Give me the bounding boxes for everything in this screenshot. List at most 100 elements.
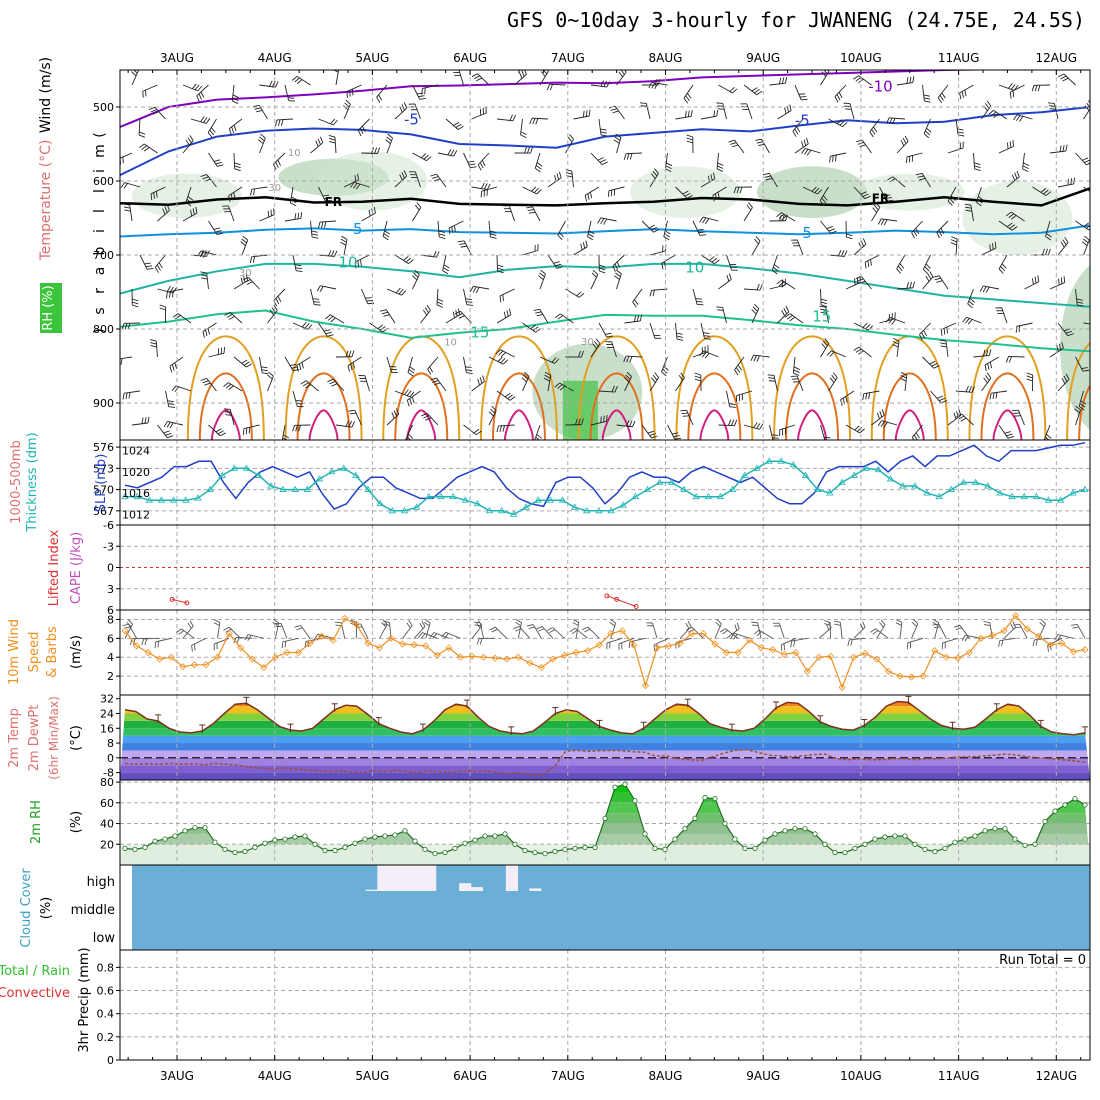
wind-barb	[267, 375, 274, 392]
wind-barb-flag	[988, 110, 994, 115]
wind-barb-flag	[127, 619, 133, 625]
wind-barb-flag	[314, 304, 321, 306]
rh-point	[1062, 802, 1068, 808]
wind-barb-flag	[409, 391, 415, 398]
wind-barb-flag	[986, 100, 992, 107]
rh-band	[120, 792, 1090, 803]
wind-barb-flag	[117, 159, 118, 165]
rh-point	[912, 841, 918, 847]
wind-barb-flag	[752, 306, 758, 312]
wind-barb	[259, 214, 275, 222]
rh-point	[682, 826, 688, 832]
wind-barb-flag	[629, 420, 633, 427]
wind-barb-flag	[1009, 141, 1012, 148]
wind-barb-flag	[573, 619, 580, 623]
wind-barb	[471, 381, 485, 392]
wind-barb-flag	[728, 403, 736, 405]
wind-barb-flag	[333, 70, 339, 73]
wind10m-point	[1023, 625, 1031, 633]
wind-barb-flag	[803, 139, 807, 146]
wind-barb	[871, 207, 881, 222]
wind-barb	[587, 626, 600, 639]
thickness-point	[376, 499, 384, 507]
wind-barb	[539, 309, 549, 324]
wind-barb-flag	[783, 307, 788, 314]
wind-barb-flag	[639, 314, 643, 322]
wind-barb	[360, 623, 369, 639]
isotherm-warm	[394, 372, 449, 440]
wind10m-point	[352, 620, 360, 628]
wind-barb-flag	[702, 217, 707, 224]
wind-barb-flag	[686, 137, 693, 141]
isotherm-warm	[894, 409, 925, 440]
isotherm-warm	[687, 372, 742, 440]
wind-barb-flag	[974, 168, 981, 171]
wind-barb-flag	[185, 139, 190, 146]
wind-barb-flag	[323, 221, 327, 228]
wind-barb-flag	[330, 317, 336, 323]
isotherm-warm	[479, 335, 558, 440]
wind-barb-flag	[1057, 634, 1062, 641]
wind-barb-flag	[732, 88, 738, 94]
wind-barb	[488, 220, 491, 237]
wind-barb-flag	[578, 350, 581, 358]
wind-barb-flag	[614, 385, 618, 393]
wind-barb-flag	[986, 372, 992, 379]
wind-barb	[412, 207, 422, 222]
rh-panel	[120, 780, 1090, 865]
thickness-point	[534, 496, 542, 503]
wind-barb-flag	[801, 148, 806, 154]
wind-barb-flag	[423, 621, 430, 627]
wind-barb-flag	[457, 125, 464, 130]
wind-barb-flag	[479, 377, 483, 384]
pressure-tick-label: 500	[93, 101, 114, 114]
wind-barb-flag	[333, 66, 339, 69]
thickness-point	[558, 496, 567, 503]
wind-barb-flag	[699, 234, 707, 236]
wind-barb	[966, 316, 982, 324]
wind-barb-flag	[195, 206, 198, 214]
wind-barb-flag	[728, 419, 732, 426]
wind-barb-flag	[420, 633, 426, 639]
wind-barb	[427, 356, 439, 370]
thickness-tick-label: 570	[93, 484, 114, 497]
wind-barb	[998, 424, 1009, 439]
wind-barb-flag	[846, 233, 853, 237]
wind-barb-flag	[530, 324, 537, 330]
wind-barb-flag	[719, 628, 726, 633]
wind-barb	[320, 220, 337, 223]
wind-barb-flag	[197, 85, 203, 92]
wind-barb-flag	[940, 227, 945, 234]
wind-barb-flag	[1009, 224, 1015, 229]
wind-barb-flag	[273, 208, 275, 215]
wind-barb-flag	[913, 230, 918, 237]
wind-barb-flag	[509, 308, 512, 315]
wind-barb-flag	[411, 396, 415, 403]
wind10m-point	[294, 648, 303, 657]
wind-barb-flag	[855, 77, 862, 82]
wind-barb-flag	[1077, 304, 1084, 307]
wind-barb-flag	[435, 251, 440, 258]
wind-barb-flag	[530, 146, 533, 154]
wind-barb-flag	[213, 622, 220, 626]
wind-barb-flag	[324, 197, 331, 200]
wind-barb-flag	[591, 272, 597, 278]
wind-barb-flag	[686, 194, 693, 199]
wind-barb-flag	[753, 629, 760, 635]
wind-barb-flag	[1093, 319, 1096, 325]
rh-point	[1052, 808, 1058, 814]
thickness-point	[449, 492, 457, 500]
wind-barb-flag	[527, 209, 534, 211]
thickness-point	[741, 471, 749, 478]
wind-barb-flag	[946, 327, 948, 334]
wind-barb-flag	[1059, 145, 1062, 152]
wind-barb	[1016, 322, 1033, 327]
wind-barb-flag	[1035, 639, 1038, 646]
lifted-axis-label: Lifted Index	[47, 529, 62, 606]
wind-barb-flag	[275, 161, 279, 168]
wind10m-point	[1012, 612, 1020, 620]
wind-barb-flag	[383, 623, 390, 626]
wind-barb-flag	[382, 236, 389, 241]
date-label-bottom: 5AUG	[355, 1069, 389, 1083]
wind-barb-flag	[357, 130, 362, 137]
